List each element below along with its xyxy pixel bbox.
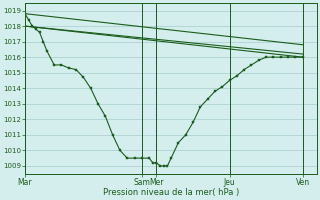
- X-axis label: Pression niveau de la mer( hPa ): Pression niveau de la mer( hPa ): [103, 188, 239, 197]
